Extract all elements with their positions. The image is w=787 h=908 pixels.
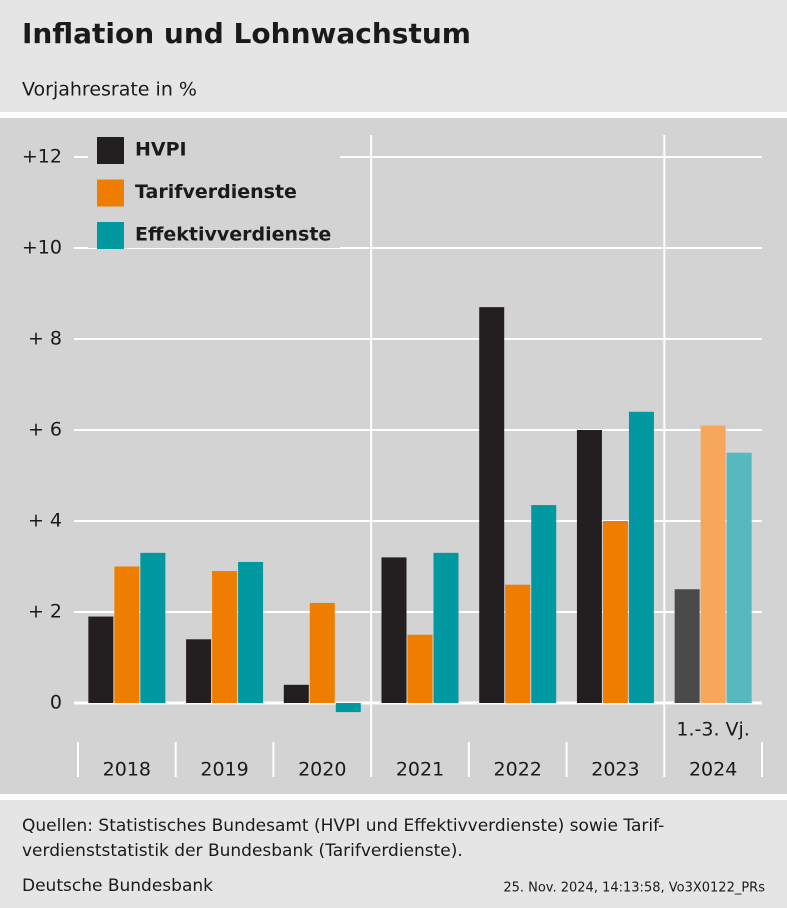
x-tick-label: 2023 bbox=[591, 759, 639, 781]
y-tick-label: + 4 bbox=[28, 510, 62, 532]
y-tick-label: +12 bbox=[22, 146, 62, 168]
footer-bg bbox=[0, 800, 787, 908]
bar bbox=[674, 589, 700, 703]
chart-title: Inflation und Lohnwachstum bbox=[22, 17, 471, 50]
bar bbox=[602, 521, 628, 703]
x-tick-label: 2019 bbox=[200, 759, 248, 781]
y-tick-label: + 6 bbox=[28, 419, 62, 441]
header-bg bbox=[0, 0, 787, 112]
y-tick-label: +10 bbox=[22, 237, 62, 259]
x-tick-label: 2024 bbox=[689, 759, 737, 781]
legend-swatch bbox=[97, 137, 124, 164]
x-tick-label: 2018 bbox=[103, 759, 151, 781]
bar bbox=[381, 557, 407, 703]
legend-label: HVPI bbox=[135, 139, 187, 161]
bar bbox=[114, 566, 140, 703]
bar bbox=[283, 684, 309, 703]
legend-swatch bbox=[97, 179, 124, 207]
timestamp: 25. Nov. 2024, 14:13:58, Vo3X0122_PRs bbox=[503, 881, 765, 896]
bar bbox=[407, 634, 433, 703]
x-tick-label: 2022 bbox=[494, 759, 542, 781]
bar bbox=[309, 602, 335, 703]
legend-swatch bbox=[97, 222, 124, 249]
chart-subtitle: Vorjahresrate in % bbox=[22, 79, 197, 101]
bar bbox=[433, 552, 459, 703]
legend-label: Effektivverdienste bbox=[135, 224, 331, 246]
bar bbox=[505, 584, 531, 703]
source-line: Quellen: Statistisches Bundesamt (HVPI u… bbox=[22, 816, 664, 836]
y-tick-label: + 2 bbox=[28, 601, 62, 623]
bar bbox=[576, 430, 602, 703]
x-tick-label: 2020 bbox=[298, 759, 346, 781]
annotation: 1.-3. Vj. bbox=[676, 719, 749, 741]
y-tick-label: 0 bbox=[50, 692, 62, 714]
bar bbox=[700, 425, 726, 703]
publisher: Deutsche Bundesbank bbox=[22, 876, 213, 896]
bar bbox=[88, 616, 114, 703]
bar bbox=[531, 505, 557, 703]
y-tick-label: + 8 bbox=[28, 328, 62, 350]
x-tick-label: 2021 bbox=[396, 759, 444, 781]
legend-label: Tarifverdienste bbox=[135, 181, 297, 203]
bar bbox=[140, 552, 166, 703]
bar bbox=[726, 452, 752, 703]
legend-bg bbox=[88, 130, 340, 248]
bar bbox=[212, 571, 238, 703]
bar bbox=[238, 561, 264, 703]
bar bbox=[335, 703, 361, 713]
bar bbox=[186, 639, 212, 703]
bar bbox=[479, 307, 505, 703]
bar bbox=[628, 411, 654, 703]
source-line: verdienststatistik der Bundesbank (Tarif… bbox=[22, 841, 463, 861]
